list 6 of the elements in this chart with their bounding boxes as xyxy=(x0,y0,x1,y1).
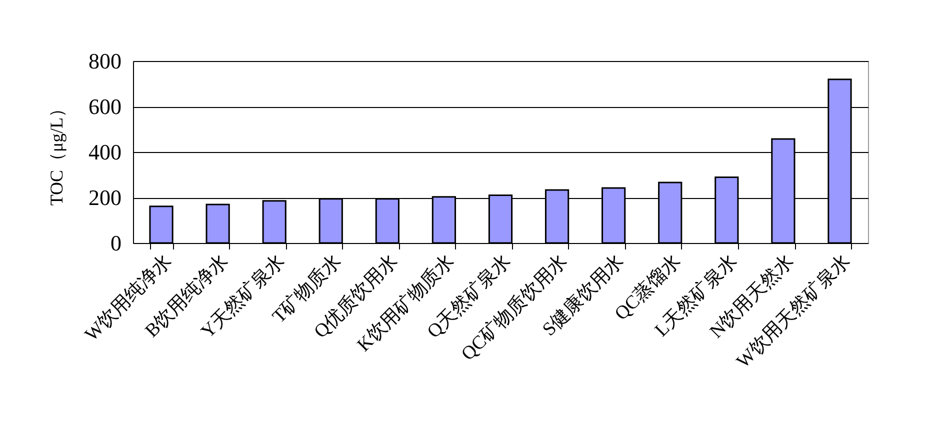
y-tick-label: 400 xyxy=(88,140,122,164)
y-tick-label: 600 xyxy=(88,94,122,119)
y-tick-label: 200 xyxy=(88,185,122,210)
y-tick-label: 0 xyxy=(110,230,122,256)
y-tick-label: 800 xyxy=(88,48,122,74)
y-axis-title: TOC（μg/L） xyxy=(46,99,66,206)
